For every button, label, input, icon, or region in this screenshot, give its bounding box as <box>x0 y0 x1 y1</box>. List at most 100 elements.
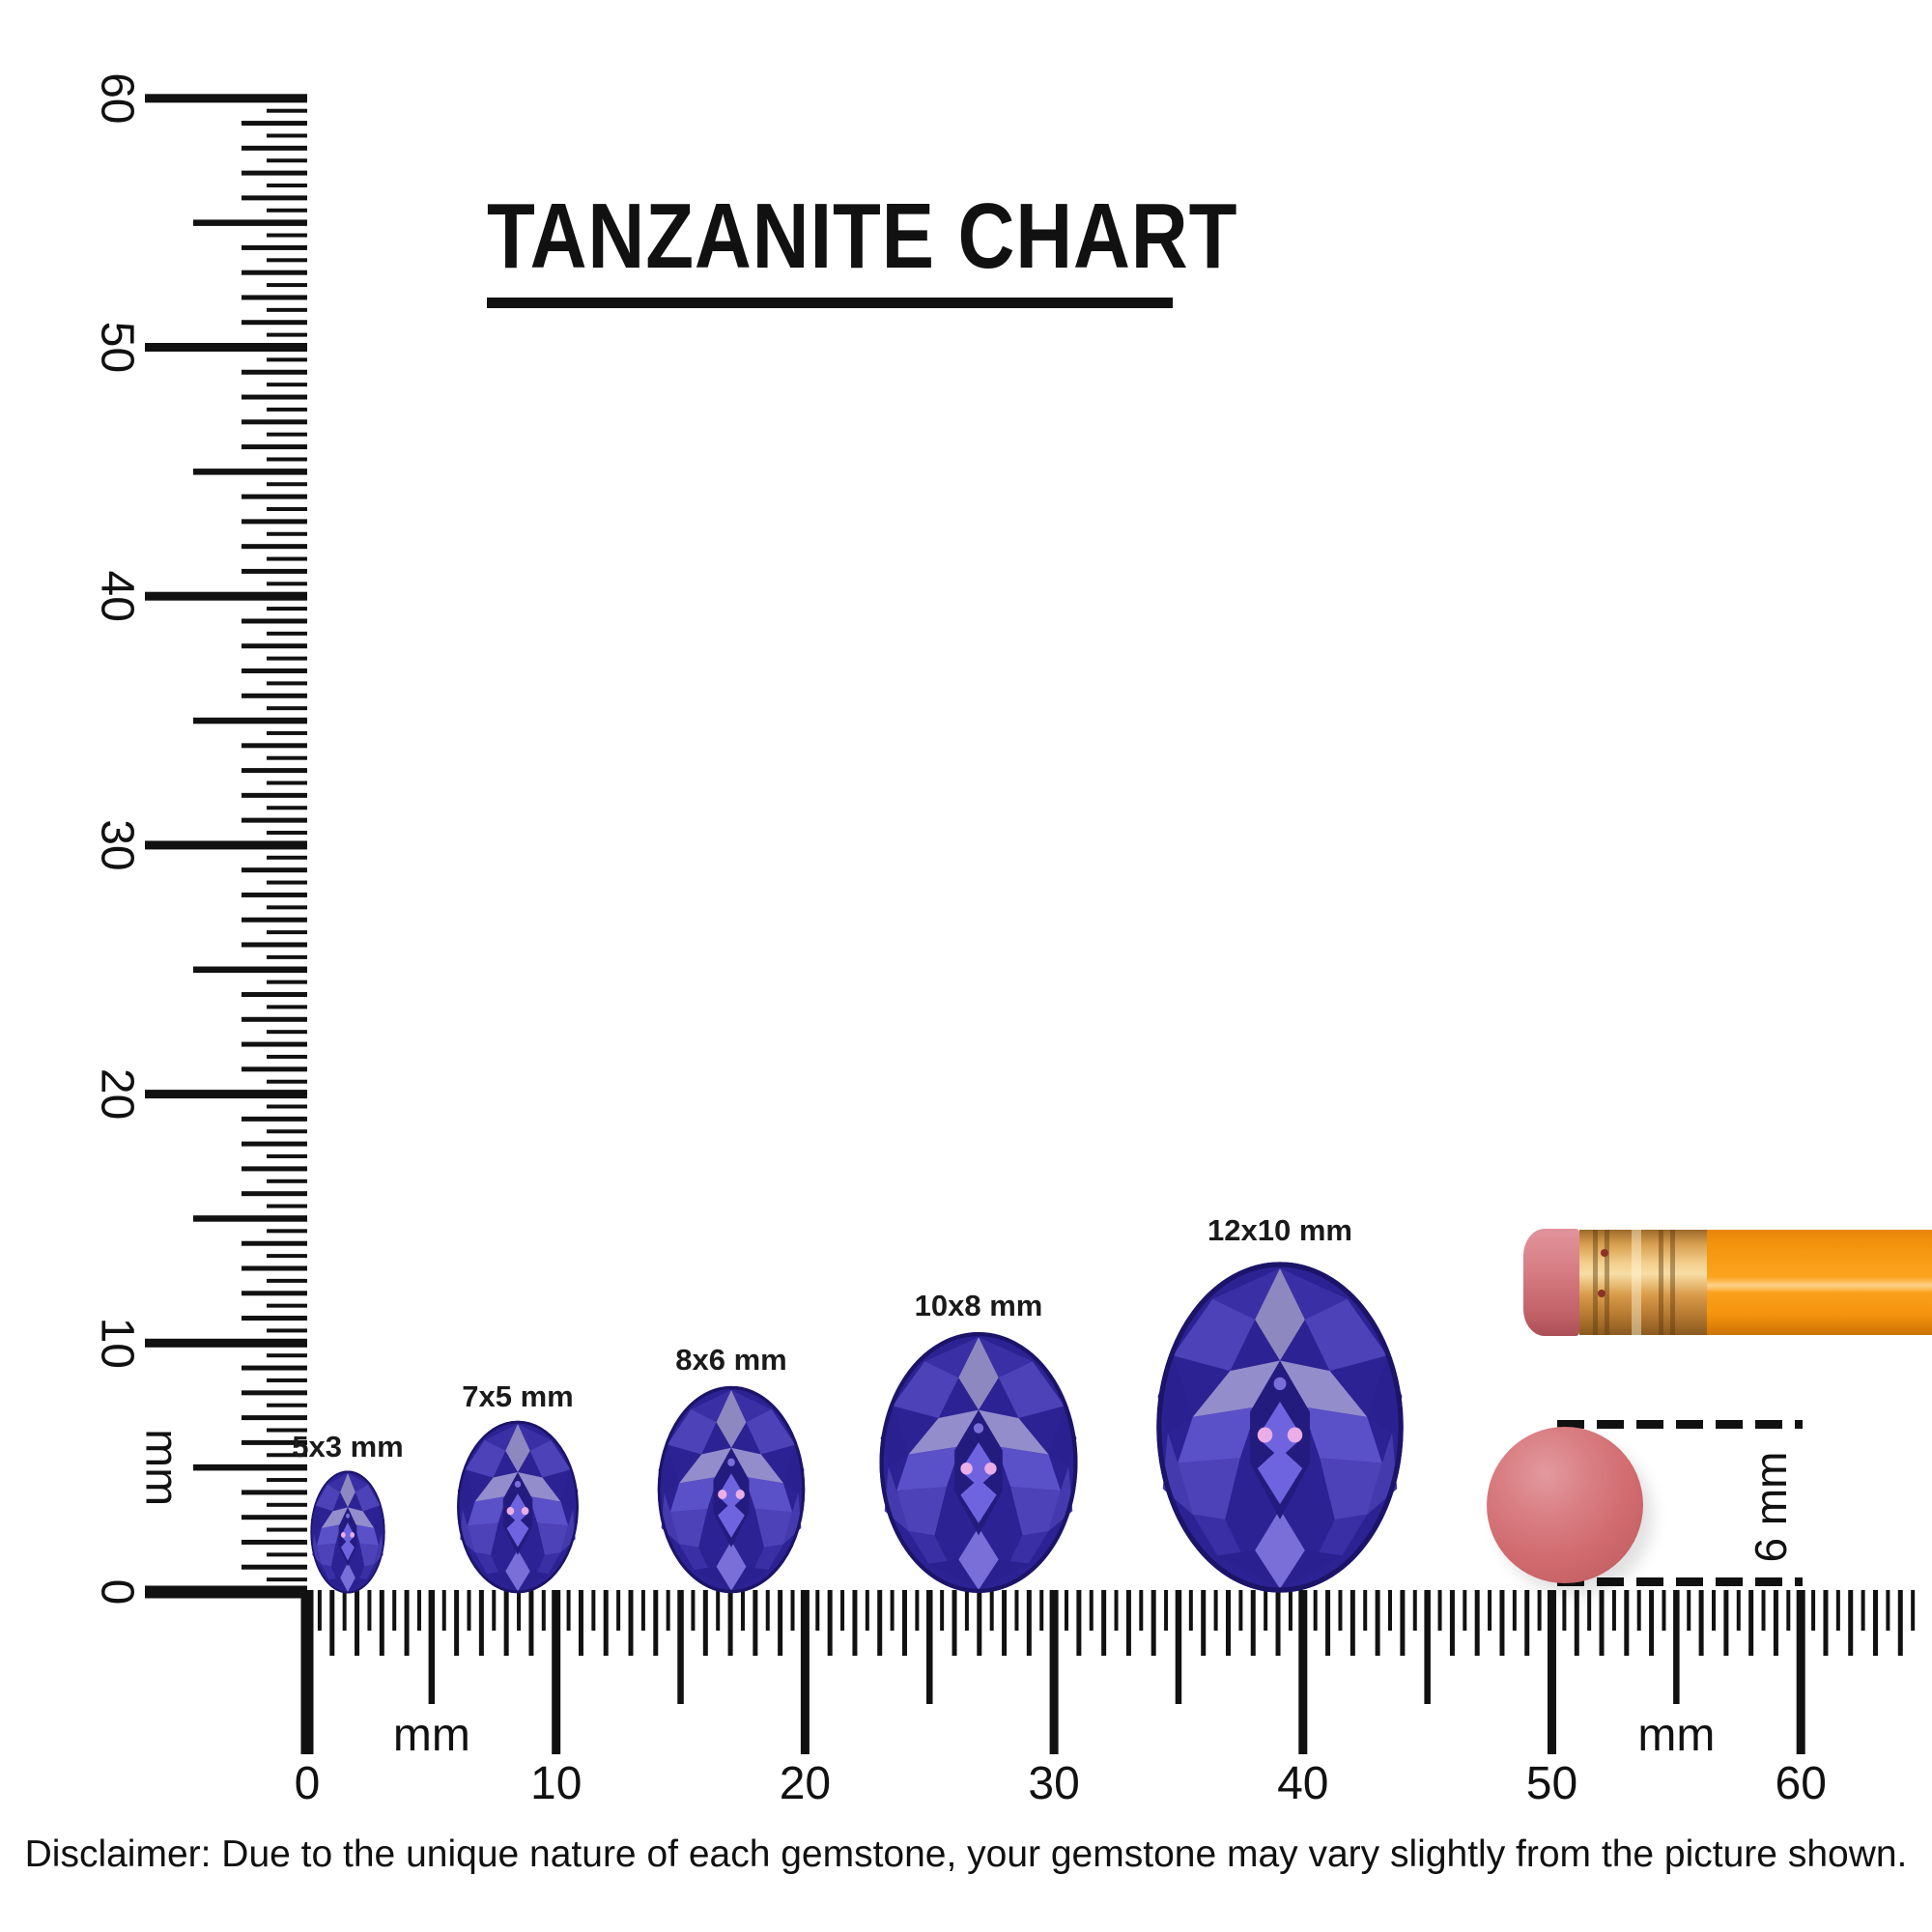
v-tick-half <box>267 880 307 885</box>
v-tick-one <box>242 1490 307 1495</box>
h-tick-half <box>367 1590 372 1631</box>
h-tick-one <box>1848 1590 1854 1656</box>
h-tick-half <box>1786 1590 1791 1631</box>
h-tick-half <box>1387 1590 1392 1631</box>
h-ruler-label-60: 60 <box>1776 1758 1827 1809</box>
h-tick-half <box>1662 1590 1666 1631</box>
h-tick-half <box>1264 1590 1268 1631</box>
v-tick-half <box>267 831 307 836</box>
h-tick-half <box>566 1590 571 1631</box>
v-tick-half <box>267 432 307 437</box>
h-tick-one <box>1723 1590 1729 1656</box>
h-tick-half <box>790 1590 795 1631</box>
h-tick-half <box>1164 1590 1169 1631</box>
v-tick-half <box>267 383 307 387</box>
v-tick-five <box>193 717 307 724</box>
h-tick-half <box>416 1590 421 1631</box>
v-tick-half <box>267 1129 307 1134</box>
gemstones: 5x3 mm 7x5 mm 8x6 mm 10x8 mm 12x10 mm <box>292 1213 1403 1594</box>
v-tick-half <box>267 507 307 512</box>
v-tick-half <box>267 357 307 362</box>
h-tick-one <box>1773 1590 1778 1656</box>
gem-size-label: 5x3 mm <box>292 1430 403 1463</box>
v-tick-half <box>267 1527 307 1532</box>
h-tick-one <box>1574 1590 1579 1656</box>
v-tick-one <box>242 1415 307 1421</box>
h-tick-one <box>727 1590 733 1656</box>
v-tick-half <box>267 307 307 312</box>
v-tick-half <box>267 855 307 860</box>
h-tick-half <box>342 1590 347 1631</box>
h-tick-half <box>1861 1590 1865 1631</box>
v-tick-half <box>267 407 307 412</box>
v-tick-one <box>242 195 307 201</box>
v-tick-half <box>267 954 307 959</box>
h-tick-one <box>528 1590 534 1656</box>
h-tick-major <box>1298 1590 1308 1754</box>
h-tick-half <box>1437 1590 1442 1631</box>
h-tick-one <box>901 1590 907 1656</box>
h-tick-half <box>492 1590 497 1631</box>
v-ruler-label-60: 60 <box>92 72 143 124</box>
h-tick-half <box>1488 1590 1492 1631</box>
v-tick-one <box>242 668 307 674</box>
v-tick-one <box>242 792 307 798</box>
ferrule-shine <box>1632 1230 1641 1335</box>
h-tick-five <box>1175 1590 1182 1704</box>
v-tick-half <box>267 706 307 711</box>
v-tick-half <box>267 806 307 810</box>
h-tick-one <box>1225 1590 1231 1656</box>
v-ruler-unit-label: mm <box>136 1429 187 1506</box>
h-tick-one <box>1125 1590 1131 1656</box>
h-tick-half <box>1886 1590 1890 1631</box>
h-tick-one <box>877 1590 883 1656</box>
h-tick-half <box>591 1590 596 1631</box>
h-tick-half <box>1463 1590 1467 1631</box>
title-underline <box>487 298 1173 308</box>
h-tick-one <box>1499 1590 1505 1656</box>
v-tick-one <box>242 892 307 897</box>
v-tick-half <box>267 781 307 785</box>
h-tick-half <box>890 1590 895 1631</box>
pencil-eraser <box>1523 1229 1579 1336</box>
v-tick-half <box>267 1104 307 1109</box>
v-tick-one <box>242 1564 307 1570</box>
v-tick-half <box>267 1502 307 1507</box>
h-ruler-label-20: 20 <box>780 1758 831 1809</box>
v-tick-one <box>242 544 307 550</box>
h-tick-half <box>1139 1590 1144 1631</box>
gem-size-label: 7x5 mm <box>462 1379 573 1413</box>
v-tick-one <box>242 419 307 425</box>
ferrule-rivet <box>1601 1249 1608 1257</box>
h-tick-one <box>404 1590 410 1656</box>
gem-5x7 <box>456 1420 580 1594</box>
h-tick-major <box>300 1590 314 1754</box>
v-tick-half <box>267 905 307 910</box>
gem-size-label: 8x6 mm <box>675 1343 786 1377</box>
v-tick-one <box>242 1240 307 1246</box>
h-tick-one <box>702 1590 708 1656</box>
h-tick-five <box>1424 1590 1431 1704</box>
h-tick-one <box>1524 1590 1530 1656</box>
disclaimer-text: Disclaimer: Due to the unique nature of … <box>24 1833 1908 1875</box>
v-tick-half <box>267 1254 307 1259</box>
h-ruler-unit-label: mm <box>1637 1710 1715 1761</box>
h-tick-half <box>1587 1590 1592 1631</box>
v-tick-half <box>267 1204 307 1208</box>
v-tick-one <box>242 917 307 923</box>
v-tick-half <box>267 108 307 113</box>
v-tick-half <box>267 1378 307 1382</box>
h-tick-half <box>1412 1590 1417 1631</box>
h-tick-major <box>1796 1590 1805 1754</box>
v-tick-half <box>267 233 307 238</box>
h-tick-half <box>940 1590 945 1631</box>
v-tick-major <box>145 840 307 850</box>
v-tick-one <box>242 369 307 375</box>
h-tick-half <box>989 1590 994 1631</box>
v-tick-one <box>242 1365 307 1371</box>
v-tick-half <box>267 1005 307 1009</box>
v-tick-one <box>242 768 307 774</box>
v-tick-five <box>193 219 307 226</box>
h-tick-one <box>1599 1590 1605 1656</box>
v-tick-half <box>267 1478 307 1483</box>
